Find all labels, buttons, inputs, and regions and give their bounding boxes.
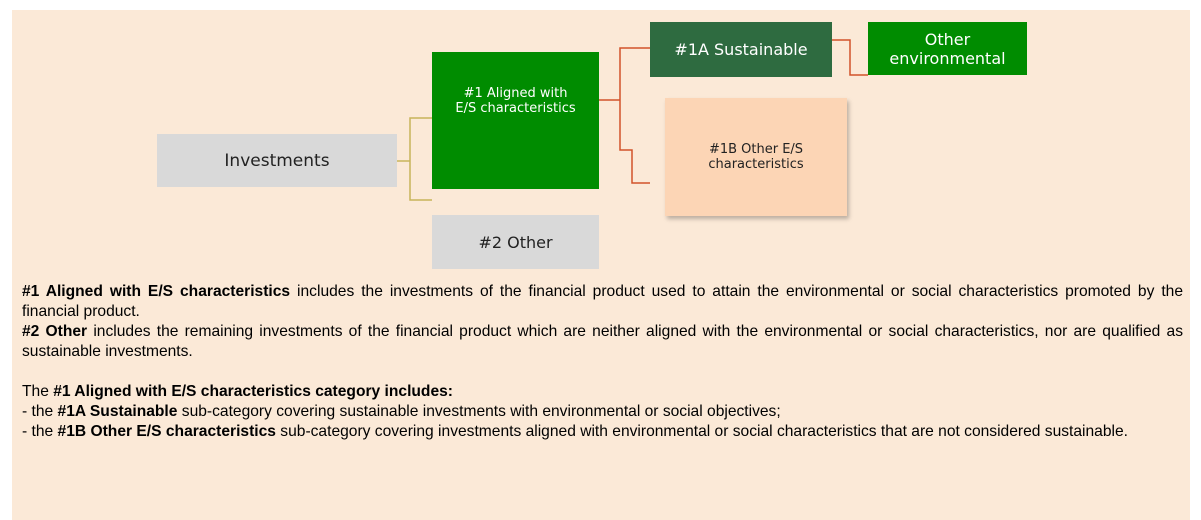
connector: [832, 39, 868, 76]
node: #1 Aligned with E/S characteristics: [432, 52, 599, 189]
node: #1B Other E/S characteristics: [665, 98, 847, 216]
bold-text: #1 Aligned with E/S characteristics cate…: [53, 383, 453, 400]
paragraph: The #1 Aligned with E/S characteristics …: [22, 382, 1183, 402]
node: #2 Other: [432, 215, 599, 269]
paragraph: - the #1B Other E/S characteristics sub-…: [22, 422, 1183, 442]
text: includes the investments of the financia…: [22, 283, 1183, 320]
connector: [619, 47, 650, 184]
text: The: [22, 383, 54, 400]
bold-text: #1B Other E/S characteristics: [57, 423, 276, 440]
text: sub-category covering investments aligne…: [275, 423, 1128, 440]
text: includes the remaining investments of th…: [22, 323, 1183, 360]
paragraph: #2 Other includes the remaining investme…: [22, 322, 1183, 362]
explanation-text: #1 Aligned with E/S characteristics incl…: [22, 282, 1183, 442]
bold-text: #2 Other: [22, 323, 88, 340]
paragraph: #1 Aligned with E/S characteristics incl…: [22, 282, 1183, 322]
text: - the: [22, 403, 58, 420]
connectors: [397, 39, 868, 201]
bold-text: #1A Sustainable: [57, 403, 178, 420]
text: sub-category covering sustainable invest…: [177, 403, 781, 420]
node: Other environmental: [868, 22, 1027, 75]
node: #1A Sustainable: [650, 22, 832, 77]
node: Investments: [157, 134, 397, 187]
text: - the: [22, 423, 58, 440]
paragraph: - the #1A Sustainable sub-category cover…: [22, 402, 1183, 422]
connector: [409, 117, 432, 201]
bold-text: #1 Aligned with E/S characteristics: [22, 283, 291, 300]
background-panel: [12, 10, 1190, 520]
